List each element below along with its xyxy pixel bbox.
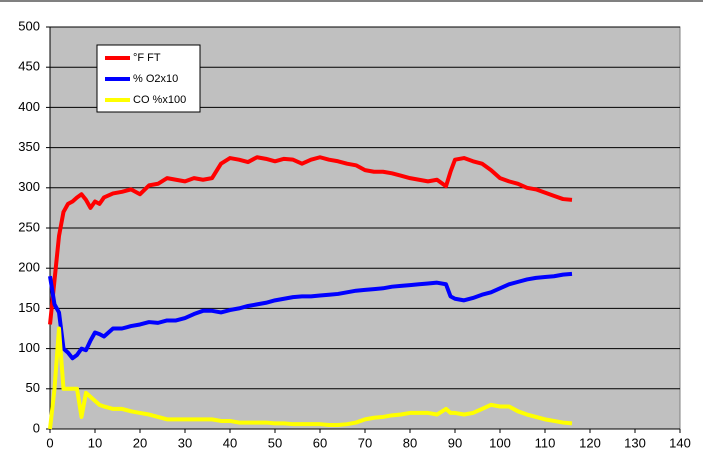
y-tick-label: 200 bbox=[18, 260, 40, 275]
x-tick-label: 70 bbox=[358, 435, 372, 450]
x-tick-label: 10 bbox=[88, 435, 102, 450]
y-tick-label: 250 bbox=[18, 219, 40, 234]
x-tick-label: 50 bbox=[268, 435, 282, 450]
x-tick-label: 0 bbox=[46, 435, 53, 450]
x-tick-label: 130 bbox=[624, 435, 646, 450]
x-tick-label: 80 bbox=[403, 435, 417, 450]
x-tick-label: 100 bbox=[489, 435, 511, 450]
y-tick-label: 50 bbox=[26, 380, 40, 395]
x-tick-label: 30 bbox=[178, 435, 192, 450]
legend: °F FT % O2x10 CO %x100 bbox=[96, 44, 201, 113]
y-tick-label: 300 bbox=[18, 179, 40, 194]
x-tick-label: 20 bbox=[133, 435, 147, 450]
x-tick-label: 120 bbox=[579, 435, 601, 450]
x-tick-label: 40 bbox=[223, 435, 237, 450]
series-line bbox=[48, 326, 573, 430]
legend-label: °F FT bbox=[133, 52, 161, 64]
x-tick-label: 140 bbox=[669, 435, 691, 450]
legend-label: CO %x100 bbox=[133, 94, 186, 106]
y-tick-label: 100 bbox=[18, 340, 40, 355]
series-line bbox=[48, 155, 573, 325]
x-tick-label: 90 bbox=[448, 435, 462, 450]
y-tick-label: 0 bbox=[33, 420, 40, 435]
x-tick-label: 60 bbox=[313, 435, 327, 450]
y-tick-label: 500 bbox=[18, 18, 40, 33]
legend-label: % O2x10 bbox=[133, 73, 178, 85]
y-tick-label: 350 bbox=[18, 139, 40, 154]
y-tick-label: 400 bbox=[18, 99, 40, 114]
x-tick-label: 110 bbox=[535, 435, 556, 450]
y-tick-label: 450 bbox=[18, 59, 40, 74]
y-tick-label: 150 bbox=[18, 300, 40, 315]
series-line bbox=[48, 271, 573, 361]
